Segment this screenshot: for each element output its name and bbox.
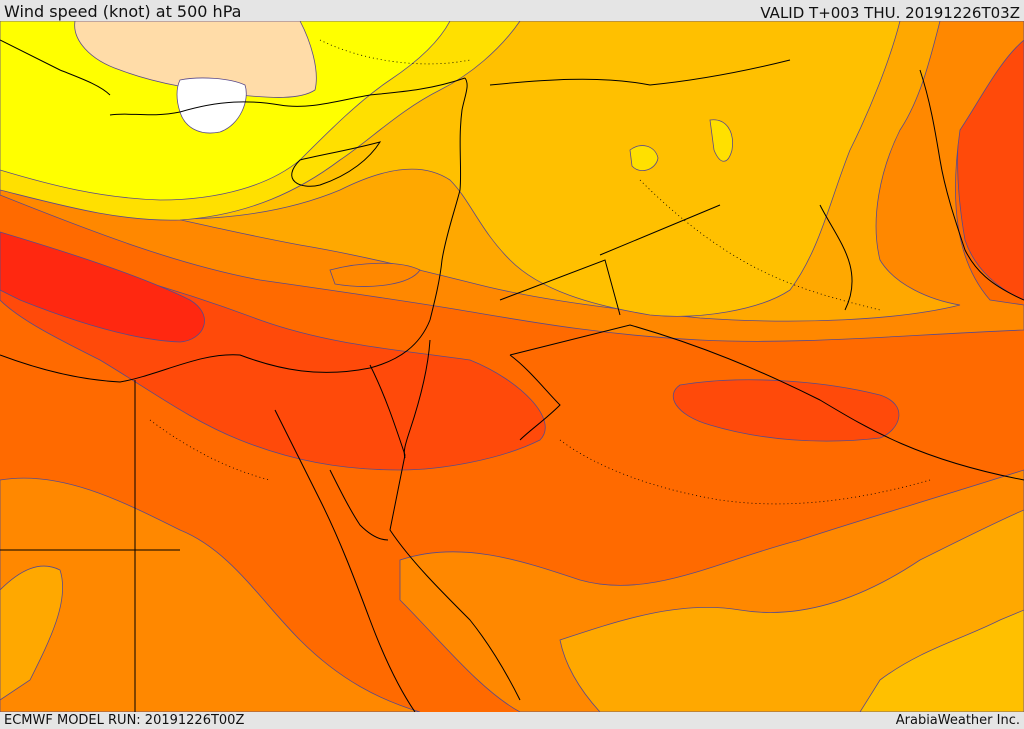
coast-mediterranean-south [0,319,431,383]
field-gold-patch-iraq [709,119,733,162]
internal-boundary-saudi [559,439,931,505]
coast-levant [429,77,468,321]
wind-speed-map[interactable] [0,21,1024,712]
footer-bar: ECMWF MODEL RUN: 20191226T00Z ArabiaWeat… [0,712,1024,729]
field-red-orange-east [672,379,900,442]
border-syria-iraq [499,259,621,316]
coast-red-sea-east [389,454,521,701]
internal-boundary-egypt [149,419,271,481]
map-canvas [0,21,1024,712]
field-amber-southwest [0,565,64,701]
coastlines [0,39,853,712]
coast-persian-gulf [819,204,853,311]
internal-boundaries [149,39,931,505]
internal-boundary-iraq [639,179,881,311]
border-sinai [369,364,406,456]
border-jordan-saudi [509,354,561,441]
coast-gulf-suez [329,469,389,541]
map-title: Wind speed (knot) at 500 hPa [4,2,242,21]
field-amber-patch-jordan [329,262,421,287]
valid-time-label: VALID T+003 THU. 20191226T03Z [760,4,1020,22]
field-red-jet [0,231,205,343]
header-bar: Wind speed (knot) at 500 hPa VALID T+003… [0,0,1024,22]
coast-gulf-aqaba [403,339,431,459]
coast-cyprus [291,141,382,187]
border-saudi-iraq [509,324,1024,481]
field-gold-patch-syria [629,145,659,171]
border-iraq-iran [919,69,1024,301]
field-gold-corner [859,609,1024,712]
coast-turkey-south [109,77,466,116]
border-turkey-syria [489,59,791,86]
borders [0,59,1024,712]
coast-aegean [0,39,111,96]
field-orange-south [0,477,421,712]
field-calm-core [176,77,247,134]
model-run-label: ECMWF MODEL RUN: 20191226T00Z [4,713,245,728]
credit-label: ArabiaWeather Inc. [895,713,1020,728]
internal-boundary-turkey [319,39,471,65]
border-syria-iraq-north [599,204,721,256]
coast-red-sea-west [274,409,416,712]
